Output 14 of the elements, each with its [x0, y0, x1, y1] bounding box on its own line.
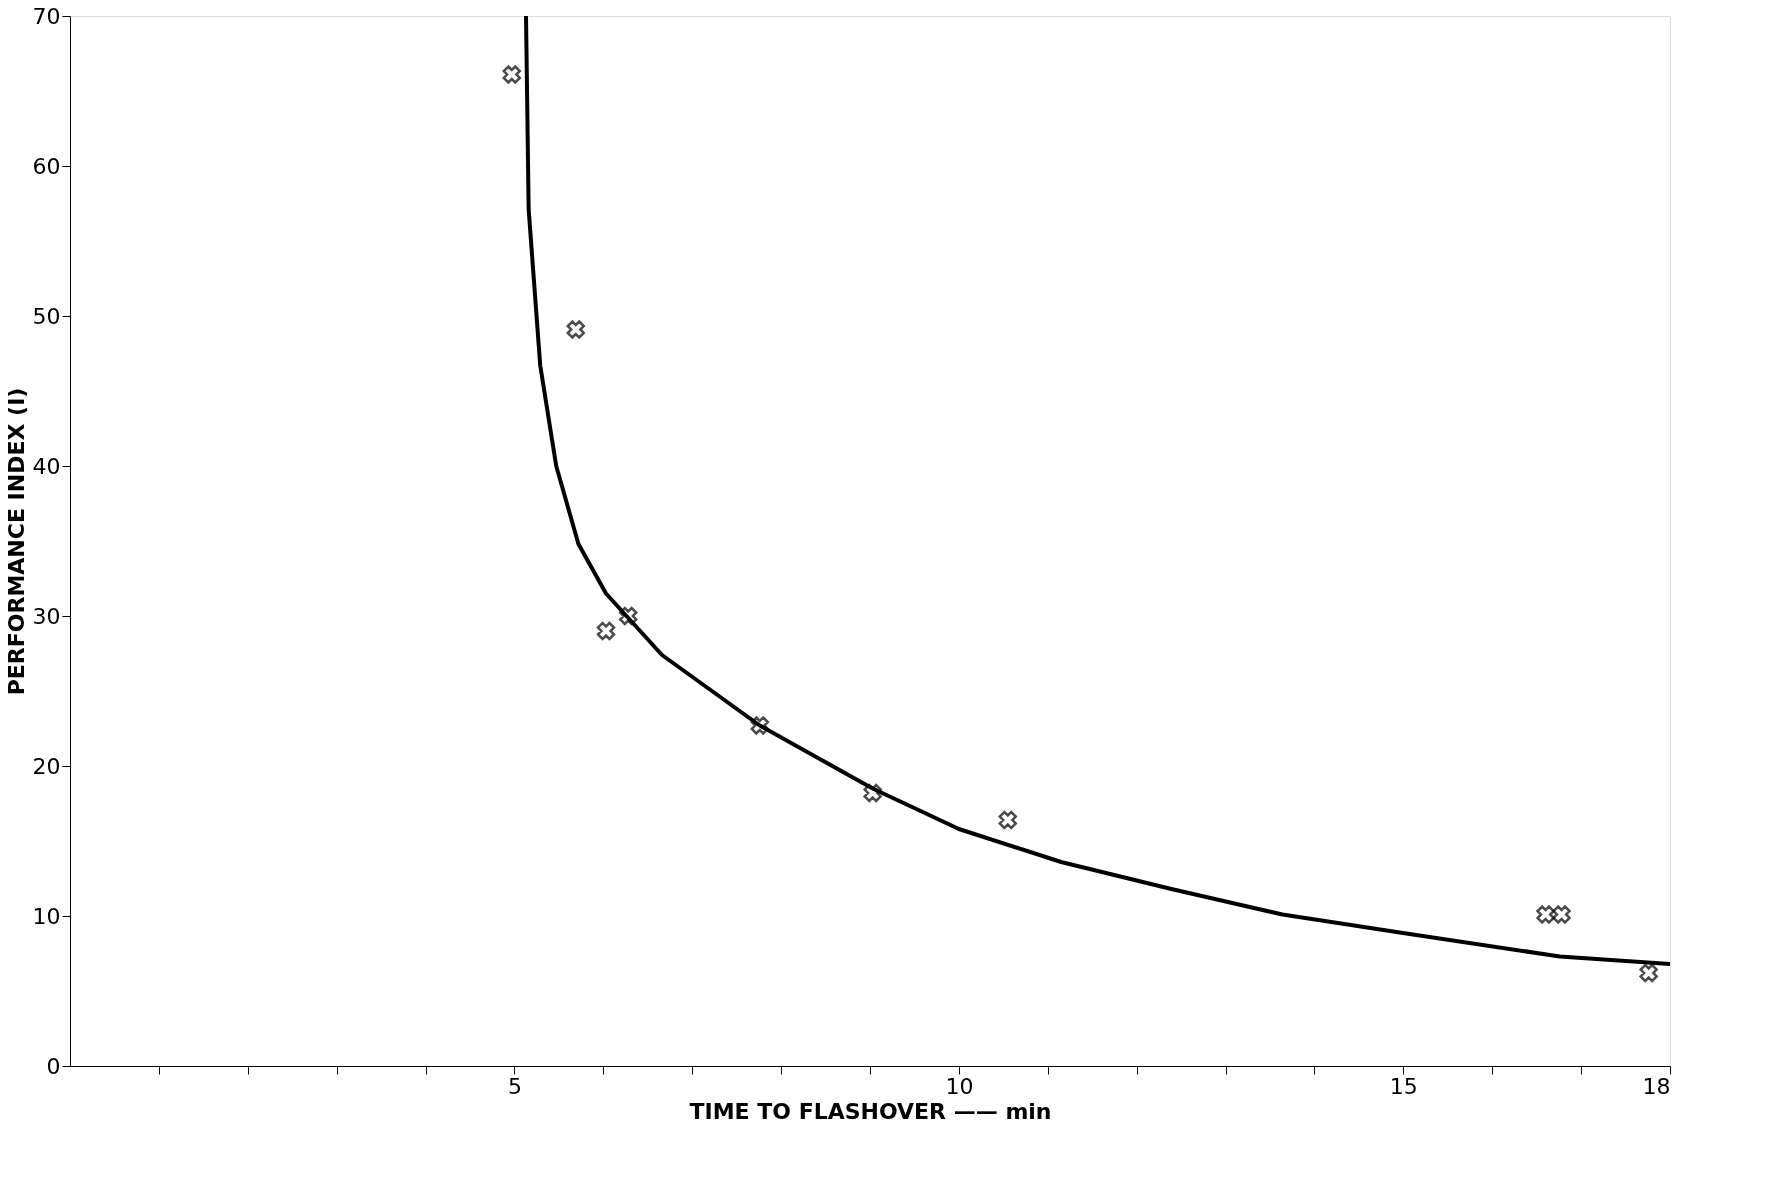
y-tick-label: 50 — [32, 303, 61, 329]
y-tick-label: 0 — [46, 1053, 61, 1079]
x-tick-label: 18 — [1642, 1073, 1671, 1099]
x-axis-title: TIME TO FLASHOVER —— min — [689, 1098, 1052, 1124]
x-tick-label: 10 — [945, 1073, 974, 1099]
y-tick-label: 40 — [32, 453, 61, 479]
y-tick-label: 30 — [32, 603, 61, 629]
y-tick-label: 20 — [32, 753, 61, 779]
x-tick-label: 5 — [507, 1073, 522, 1099]
y-tick-label: 70 — [32, 3, 61, 29]
y-tick-label: 60 — [32, 153, 61, 179]
y-tick-label: 10 — [32, 903, 61, 929]
x-tick-label: 15 — [1389, 1073, 1418, 1099]
y-axis-title: PERFORMANCE INDEX (I) — [3, 387, 29, 696]
